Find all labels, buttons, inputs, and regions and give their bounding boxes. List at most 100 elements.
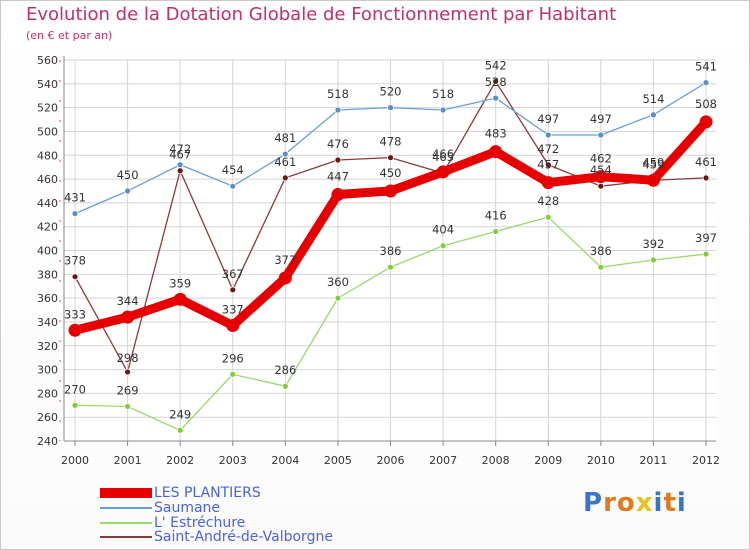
data-label-l-estrechure: 397 [695, 231, 717, 245]
data-label-l-estrechure: 392 [642, 237, 664, 251]
data-point-les-plantiers [278, 271, 292, 285]
data-label-saint-andre-de-valborgne: 461 [274, 155, 296, 169]
data-label-saint-andre-de-valborgne: 476 [327, 137, 349, 151]
logo-letter: r [603, 488, 617, 518]
data-label-l-estrechure: 416 [485, 208, 507, 222]
data-label-les-plantiers: 359 [169, 276, 191, 290]
data-point-l-estrechure [439, 242, 447, 250]
x-tick-label: 2000 [61, 454, 89, 467]
data-point-les-plantiers [489, 145, 503, 159]
data-point-l-estrechure [650, 256, 657, 264]
data-label-saumane: 528 [485, 75, 507, 89]
data-point-les-plantiers [541, 176, 555, 190]
data-label-saumane: 514 [642, 92, 664, 106]
data-label-les-plantiers: 466 [432, 147, 454, 161]
data-point-saumane [597, 131, 605, 139]
data-label-les-plantiers: 377 [274, 253, 296, 267]
data-label-saumane: 431 [64, 191, 86, 205]
data-label-les-plantiers: 447 [327, 170, 349, 184]
x-tick-label: 2007 [429, 454, 457, 467]
data-point-saint-andre-de-valborgne [387, 154, 394, 162]
data-label-les-plantiers: 450 [380, 166, 402, 180]
y-tick-label: 540 [37, 78, 58, 91]
data-label-saint-andre-de-valborgne: 298 [117, 351, 139, 365]
data-point-les-plantiers [68, 323, 82, 337]
data-label-saint-andre-de-valborgne: 472 [537, 142, 559, 156]
data-point-saint-andre-de-valborgne [176, 167, 184, 175]
y-tick-label: 500 [37, 125, 58, 138]
data-label-saint-andre-de-valborgne: 467 [169, 148, 191, 162]
data-label-saumane: 454 [222, 163, 244, 177]
chart-subtitle: (en € et par an) [26, 29, 113, 42]
data-label-saint-andre-de-valborgne: 465 [432, 150, 454, 164]
data-point-les-plantiers [173, 292, 187, 306]
data-point-saumane [439, 106, 447, 114]
data-point-saumane [124, 187, 131, 195]
data-point-saumane [702, 79, 710, 87]
logo-letter: o [616, 488, 636, 518]
data-label-saumane: 520 [380, 85, 402, 99]
x-tick-label: 2011 [639, 454, 667, 467]
proxiti-logo: Proxiti [583, 488, 687, 518]
legend-swatch-les-plantiers [100, 488, 152, 498]
data-label-l-estrechure: 249 [169, 407, 191, 421]
data-point-les-plantiers [646, 173, 660, 187]
logo-letter: x [635, 488, 654, 518]
data-label-saint-andre-de-valborgne: 378 [64, 254, 86, 268]
data-point-l-estrechure [124, 403, 131, 410]
legend-label-saint-andre: Saint-André-de-Valborgne [154, 529, 333, 545]
x-tick-label: 2012 [692, 454, 720, 467]
data-label-l-estrechure: 270 [64, 382, 86, 396]
y-tick-label: 520 [37, 102, 58, 115]
data-label-l-estrechure: 428 [537, 194, 559, 208]
data-point-les-plantiers [699, 115, 713, 129]
logo-letter: i [653, 488, 664, 518]
data-label-l-estrechure: 286 [274, 363, 296, 377]
data-point-l-estrechure [544, 213, 552, 221]
data-point-les-plantiers [594, 170, 608, 184]
data-point-l-estrechure [176, 426, 184, 434]
data-point-saint-andre-de-valborgne [334, 156, 342, 164]
legend-label-les-plantiers: LES PLANTIERS [154, 485, 261, 501]
legend-label-estrechure: L' Estréchure [154, 515, 246, 531]
y-tick-label: 320 [37, 340, 58, 353]
data-label-saint-andre-de-valborgne: 367 [222, 267, 244, 281]
data-label-saumane: 518 [432, 87, 454, 101]
data-label-saint-andre-de-valborgne: 478 [380, 135, 402, 149]
y-tick-label: 480 [37, 149, 58, 162]
data-label-saumane: 481 [274, 131, 296, 145]
data-point-l-estrechure [702, 250, 710, 258]
data-label-l-estrechure: 404 [432, 223, 454, 237]
data-point-saumane [71, 210, 79, 217]
data-label-les-plantiers: 344 [117, 294, 139, 308]
y-tick-label: 280 [37, 387, 58, 400]
data-point-saint-andre-de-valborgne [71, 273, 79, 281]
data-point-saint-andre-de-valborgne [229, 286, 237, 294]
data-label-saint-andre-de-valborgne: 459 [642, 157, 664, 171]
data-label-les-plantiers: 457 [537, 158, 559, 172]
y-tick-label: 340 [37, 316, 58, 329]
x-tick-label: 2005 [324, 454, 352, 467]
data-label-l-estrechure: 386 [380, 244, 402, 258]
data-label-l-estrechure: 296 [222, 351, 244, 365]
y-tick-label: 440 [37, 197, 58, 210]
x-tick-label: 2004 [271, 454, 299, 467]
data-point-saint-andre-de-valborgne [124, 368, 131, 376]
data-label-saumane: 450 [117, 168, 139, 182]
x-tick-label: 2002 [166, 454, 194, 467]
logo-letter: P [583, 488, 604, 518]
legend-swatch-saint-andre [100, 536, 152, 538]
data-point-l-estrechure [229, 370, 237, 378]
y-tick-label: 380 [37, 268, 58, 281]
data-point-les-plantiers [384, 184, 397, 198]
data-point-saumane [281, 150, 289, 158]
y-tick-label: 400 [37, 245, 58, 258]
data-label-l-estrechure: 360 [327, 275, 349, 289]
data-point-saumane [229, 182, 237, 190]
data-point-les-plantiers [121, 310, 135, 324]
data-point-l-estrechure [334, 294, 342, 302]
data-point-saumane [650, 111, 657, 119]
x-tick-label: 2001 [114, 454, 142, 467]
data-label-l-estrechure: 269 [117, 383, 139, 397]
